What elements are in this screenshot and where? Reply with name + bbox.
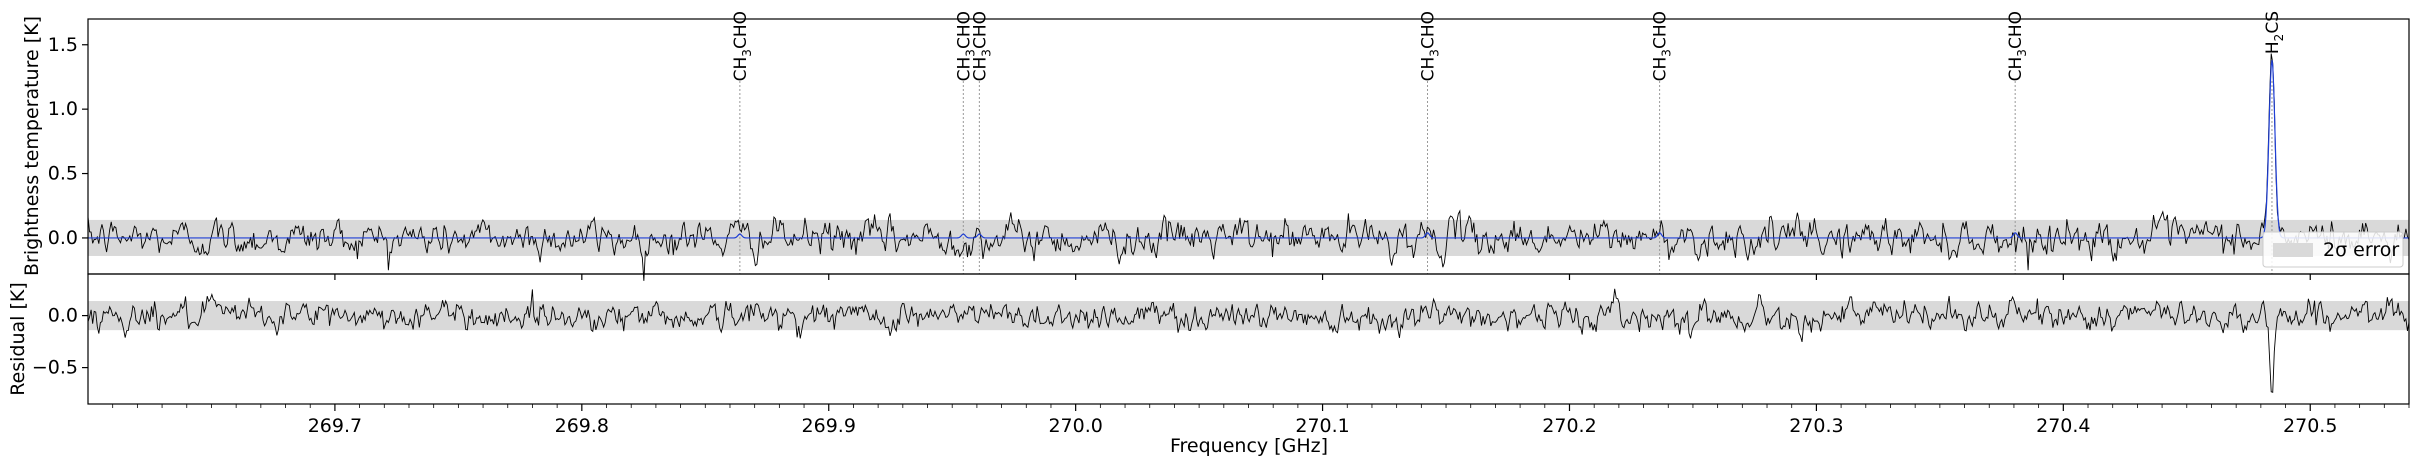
x-tick-label: 270.2 bbox=[1542, 415, 1596, 437]
line-marker-label: CH3CHO bbox=[1419, 11, 1442, 81]
legend-label: 2σ error bbox=[2323, 239, 2399, 261]
error-band bbox=[88, 301, 2409, 331]
spectrum-y-tick-label: 1.0 bbox=[48, 98, 78, 120]
residual-ylabel: Residual [K] bbox=[7, 282, 29, 396]
x-tick-label: 270.0 bbox=[1048, 415, 1102, 437]
legend-box bbox=[2262, 231, 2404, 268]
x-tick-label: 270.3 bbox=[1789, 415, 1843, 437]
y-ticks: 0.0 −0.5 bbox=[32, 305, 88, 379]
residual-y-tick-label: −0.5 bbox=[32, 357, 78, 379]
x-axis-label: Frequency [GHz] bbox=[1170, 435, 1328, 457]
line-marker-label: CH3CHO bbox=[731, 11, 754, 81]
spectrum-ylabel: Brightness temperature [K] bbox=[21, 16, 43, 276]
residual-series bbox=[87, 288, 2410, 393]
model-spectrum-line bbox=[88, 60, 2409, 239]
spectrum-y-tick-label: 0.5 bbox=[48, 163, 78, 185]
line-marker-label: CH3CHO bbox=[954, 11, 977, 81]
x-tick-label: 270.5 bbox=[2283, 415, 2337, 437]
x-axis: 269.7 269.8 269.9 270.0 270.1 270.2 270.3 270.4… bbox=[112, 274, 2410, 437]
spectrum-series bbox=[87, 53, 2410, 281]
y-ticks: 0.0 0.5 1.0 1.5 bbox=[48, 34, 88, 249]
x-tick-label: 270.1 bbox=[1295, 415, 1349, 437]
spectrum-y-tick-label: 1.5 bbox=[48, 34, 78, 56]
residual-axes-frame bbox=[87, 273, 2410, 405]
residual-y-tick-label: 0.0 bbox=[48, 305, 78, 327]
line-marker-label: CH3CHO bbox=[1651, 11, 1674, 81]
legend: 2σ error bbox=[2262, 231, 2404, 268]
x-tick-label: 269.7 bbox=[308, 415, 362, 437]
x-tick-label: 270.4 bbox=[2036, 415, 2090, 437]
error-band-rect bbox=[88, 301, 2409, 331]
residual-line bbox=[87, 288, 2410, 393]
x-tick-label: 269.8 bbox=[555, 415, 609, 437]
legend-swatch bbox=[2273, 243, 2313, 257]
observed-spectrum-line bbox=[87, 53, 2410, 281]
line-marker-label: CH3CHO bbox=[2006, 11, 2029, 81]
x-tick-label: 269.9 bbox=[802, 415, 856, 437]
line-marker-label: H2CS bbox=[2263, 11, 2286, 54]
line-marker-label: CH3CHO bbox=[970, 11, 993, 81]
spectrum-y-tick-label: 0.0 bbox=[48, 227, 78, 249]
residual-panel: 0.0 −0.5 Residual [K] bbox=[7, 273, 2410, 405]
